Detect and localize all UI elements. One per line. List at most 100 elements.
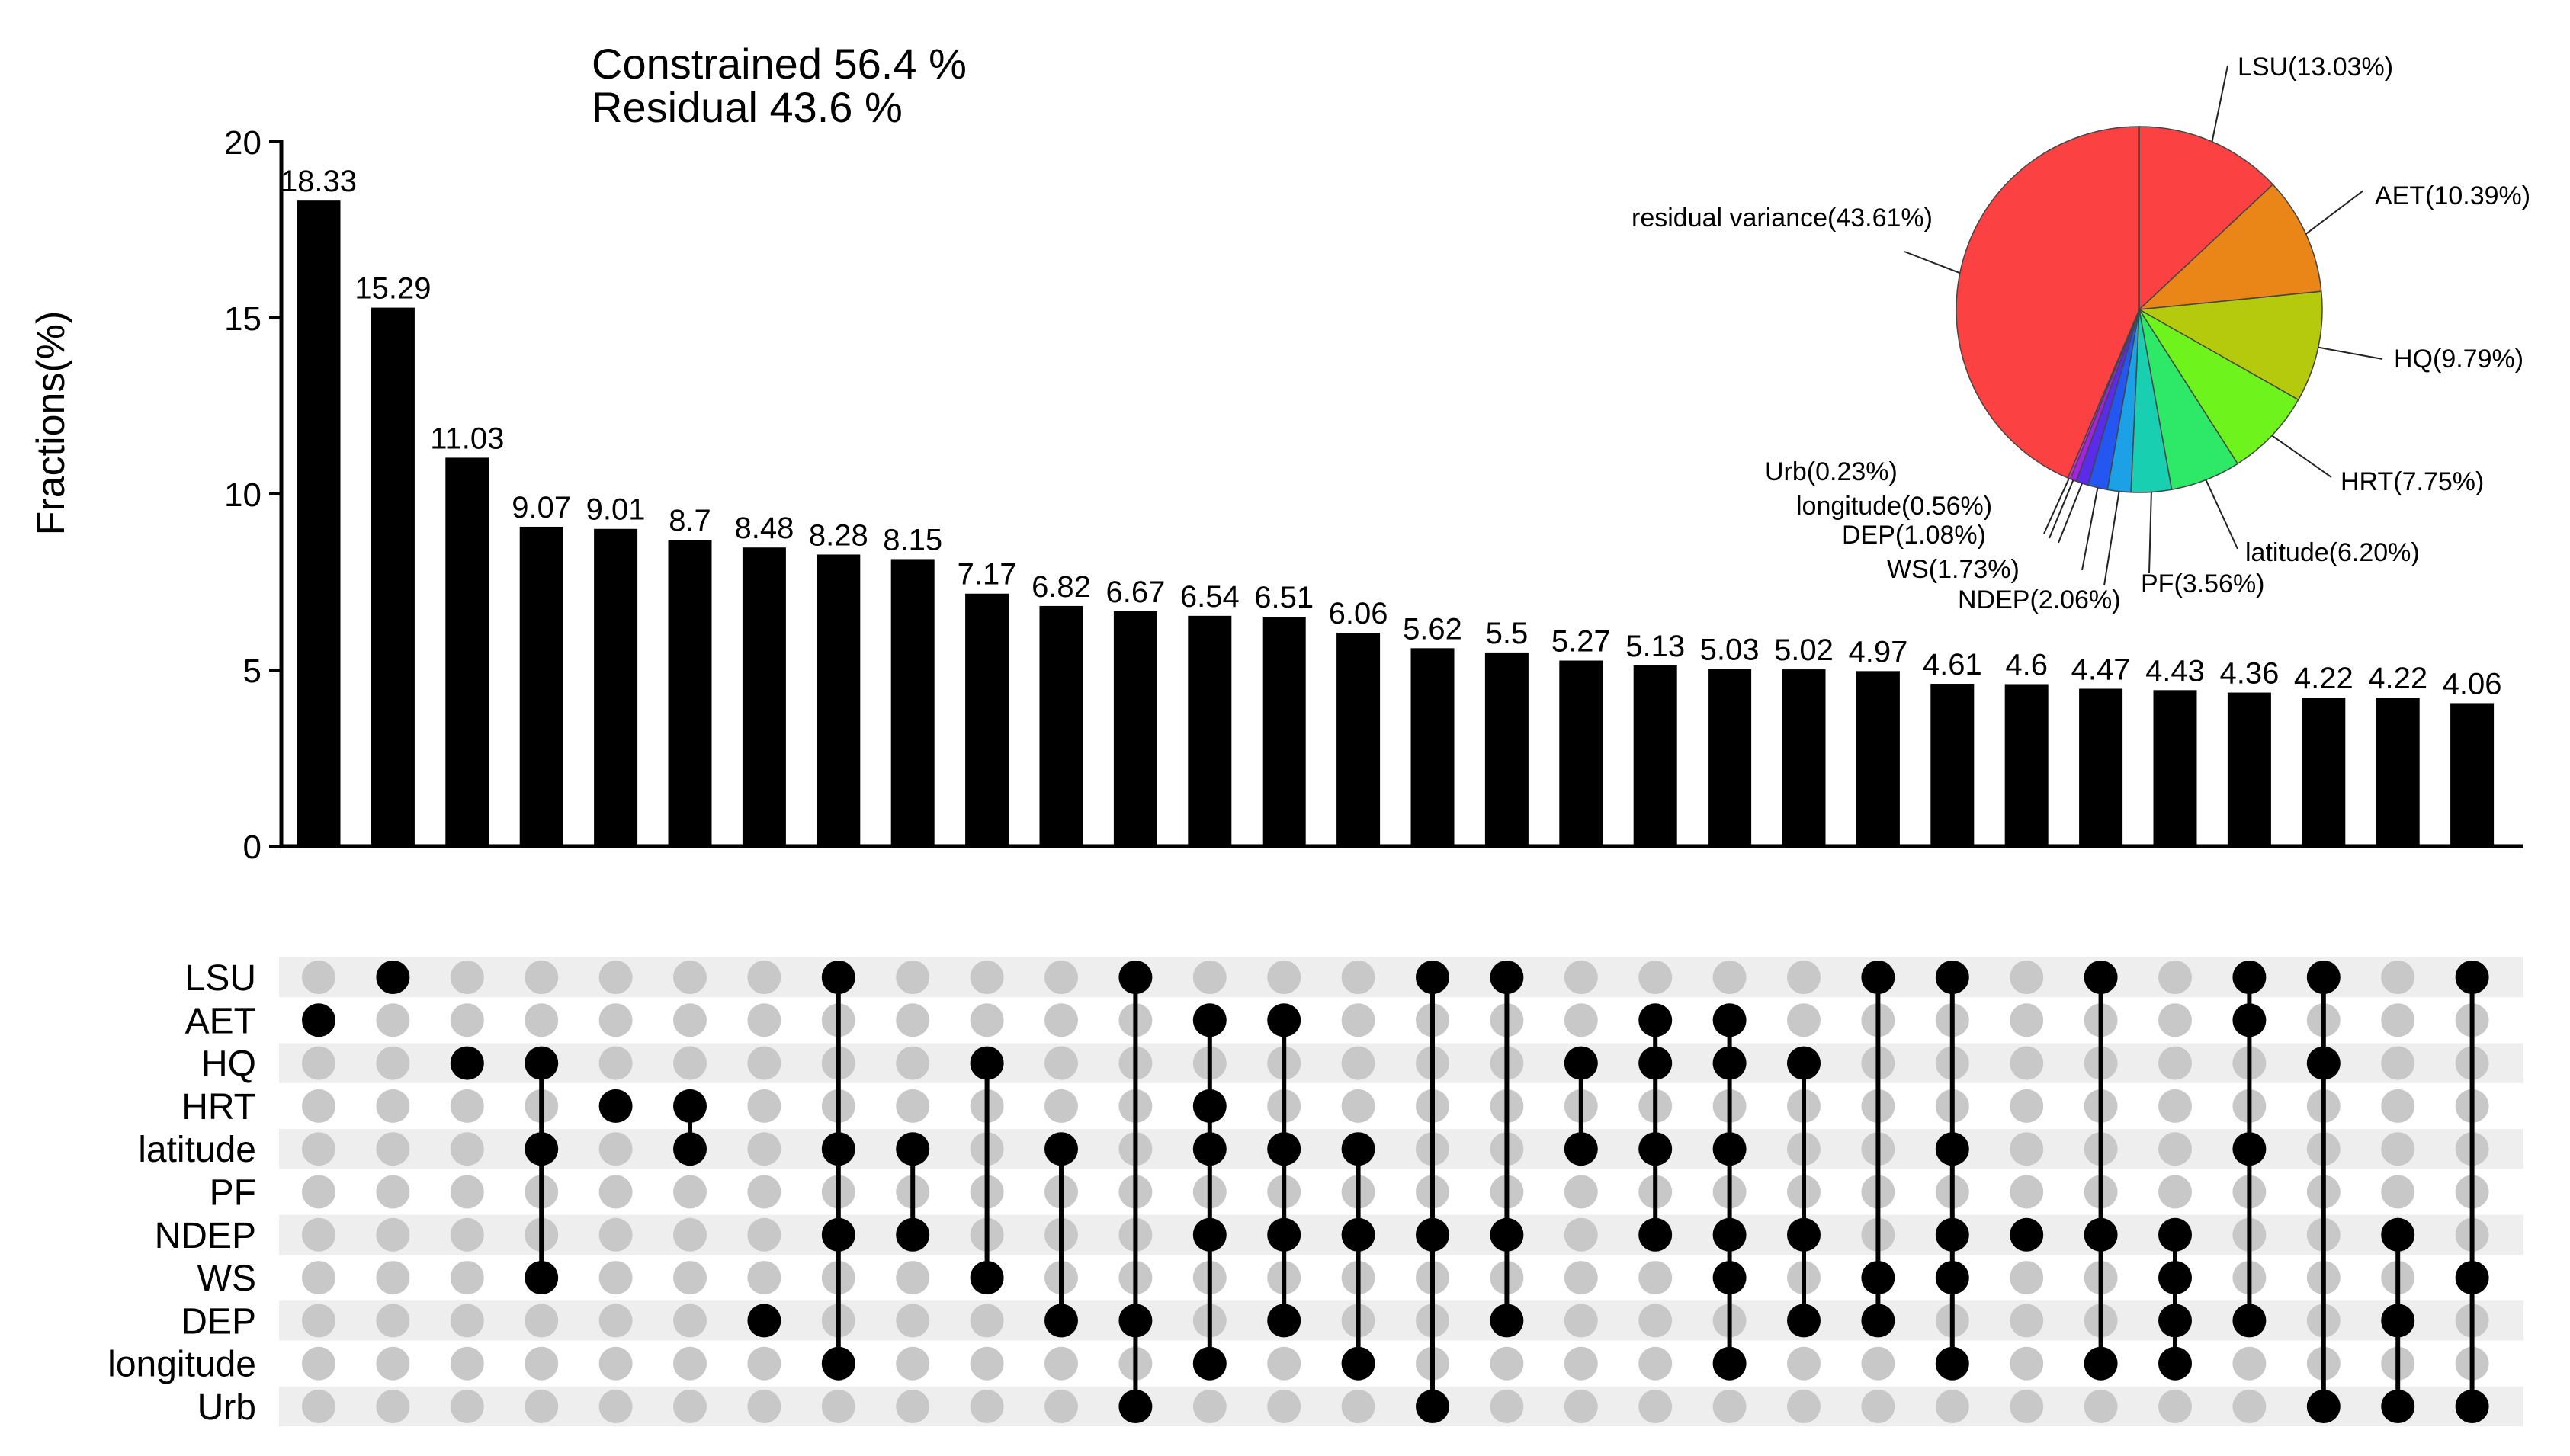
matrix-dot-filled [1267, 1003, 1301, 1037]
matrix-dot-empty [1044, 1089, 1078, 1123]
matrix-dot-filled [302, 1003, 335, 1037]
matrix-dot-filled [2158, 1346, 2192, 1381]
matrix-dot-filled [1341, 1217, 1375, 1252]
bar [742, 547, 786, 846]
matrix-dot-empty [1490, 1346, 1524, 1381]
matrix-dot-empty [302, 1217, 335, 1252]
pie-slice-label: Urb(0.23%) [1765, 457, 1898, 486]
matrix-dot-filled [1044, 1304, 1078, 1338]
matrix-dot-filled [1416, 1390, 1449, 1423]
matrix-dot-empty [376, 1175, 410, 1209]
matrix-dot-empty [2084, 1390, 2118, 1423]
matrix-dot-filled [2306, 961, 2341, 994]
matrix-dot-empty [1564, 1175, 1598, 1209]
pie-slice-label: residual variance(43.61%) [1632, 204, 1933, 233]
bar [1633, 665, 1677, 846]
bar-value-label: 15.29 [355, 272, 431, 306]
matrix-dot-empty [2381, 1003, 2415, 1037]
matrix-dot-filled [2158, 1261, 2192, 1295]
matrix-dot-empty [1787, 1346, 1821, 1381]
matrix-dot-empty [673, 1003, 707, 1037]
y-axis-label: Fractions(%) [29, 311, 73, 536]
matrix-dot-filled [2232, 1003, 2267, 1037]
matrix-dot-empty [598, 1346, 633, 1381]
bar-value-label: 9.07 [512, 491, 571, 524]
matrix-dot-empty [1341, 1046, 1375, 1080]
matrix-dot-filled [2084, 961, 2118, 994]
bar-value-label: 4.47 [2071, 653, 2131, 686]
bar [1930, 684, 1975, 846]
matrix-dot-filled [1787, 1217, 1821, 1252]
bar-value-label: 6.67 [1105, 576, 1165, 609]
matrix-dot-empty [2158, 1003, 2192, 1037]
bars [297, 200, 2495, 846]
matrix-dot-empty [450, 1175, 484, 1209]
matrix-dot-empty [450, 1346, 484, 1381]
matrix-dot-empty [1341, 961, 1375, 994]
matrix-dot-filled [1192, 1346, 1227, 1381]
bar-value-label: 8.15 [883, 523, 942, 556]
matrix-dot-empty [302, 1390, 335, 1423]
matrix-dot-empty [896, 1046, 930, 1080]
bar [668, 540, 712, 846]
matrix-dot-filled [2306, 1046, 2341, 1080]
pie-leader-line [2205, 479, 2238, 550]
matrix-dot-filled [1044, 1132, 1078, 1166]
matrix-dot-empty [598, 1261, 633, 1295]
matrix-dot-empty [376, 1346, 410, 1381]
matrix-dot-empty [1192, 1390, 1227, 1423]
matrix-dot-filled [2084, 1346, 2118, 1381]
matrix-dot-empty [1861, 1346, 1895, 1381]
matrix-dot-empty [1490, 1390, 1524, 1423]
pie-leader-line [2271, 435, 2332, 478]
matrix-dot-filled [1712, 1003, 1747, 1037]
matrix-dot-empty [747, 1346, 781, 1381]
matrix-dot-empty [1564, 1217, 1598, 1252]
matrix-dot-empty [673, 1304, 707, 1338]
constrained-label: Constrained 56.4 % [592, 40, 967, 88]
set-label: DEP [181, 1301, 256, 1342]
bar [519, 526, 563, 846]
bar [1113, 611, 1157, 846]
matrix-dot-empty [1341, 1089, 1375, 1123]
matrix-dot-filled [1416, 1217, 1449, 1252]
matrix-dot-empty [302, 1261, 335, 1295]
matrix-dot-filled [525, 1046, 559, 1080]
matrix-dot-filled [1267, 1304, 1301, 1338]
matrix-dot-empty [2381, 1089, 2415, 1123]
matrix-dot-empty [1564, 1261, 1598, 1295]
matrix-dot-empty [2010, 1175, 2044, 1209]
bar-value-label: 6.54 [1180, 580, 1240, 614]
pie-slice-label: HRT(7.75%) [2341, 467, 2484, 496]
matrix-dot-filled [2306, 1390, 2341, 1423]
matrix-dot-filled [1861, 1304, 1895, 1338]
matrix-dot-filled [821, 1346, 855, 1381]
matrix-dot-empty [2381, 1132, 2415, 1166]
matrix-dot-empty [1787, 961, 1821, 994]
matrix-dot-empty [1564, 1304, 1598, 1338]
bar [1336, 633, 1381, 846]
bar [2302, 698, 2346, 846]
matrix-dot-empty [747, 1390, 781, 1423]
matrix-dot-filled [2158, 1217, 2192, 1252]
bar [817, 554, 861, 846]
residual-label: Residual 43.6 % [592, 83, 903, 131]
bar [1484, 652, 1529, 846]
matrix-dot-empty [970, 961, 1004, 994]
matrix-dot-empty [376, 1390, 410, 1423]
matrix-dot-empty [1638, 1304, 1673, 1338]
pie-leader-line [2081, 487, 2099, 571]
matrix-dot-empty [302, 1046, 335, 1080]
pie-slice-label: NDEP(2.06%) [1958, 585, 2121, 614]
matrix-dot-filled [2381, 1304, 2415, 1338]
y-tick-label: 0 [243, 829, 261, 866]
y-tick-label: 20 [224, 124, 261, 162]
set-label: NDEP [155, 1216, 256, 1256]
matrix-dot-empty [525, 1304, 559, 1338]
matrix-dot-empty [302, 961, 335, 994]
pie-leader-line [2058, 483, 2083, 544]
matrix-dot-filled [821, 961, 855, 994]
set-label: HQ [201, 1044, 256, 1085]
matrix-dot-empty [1787, 1003, 1821, 1037]
